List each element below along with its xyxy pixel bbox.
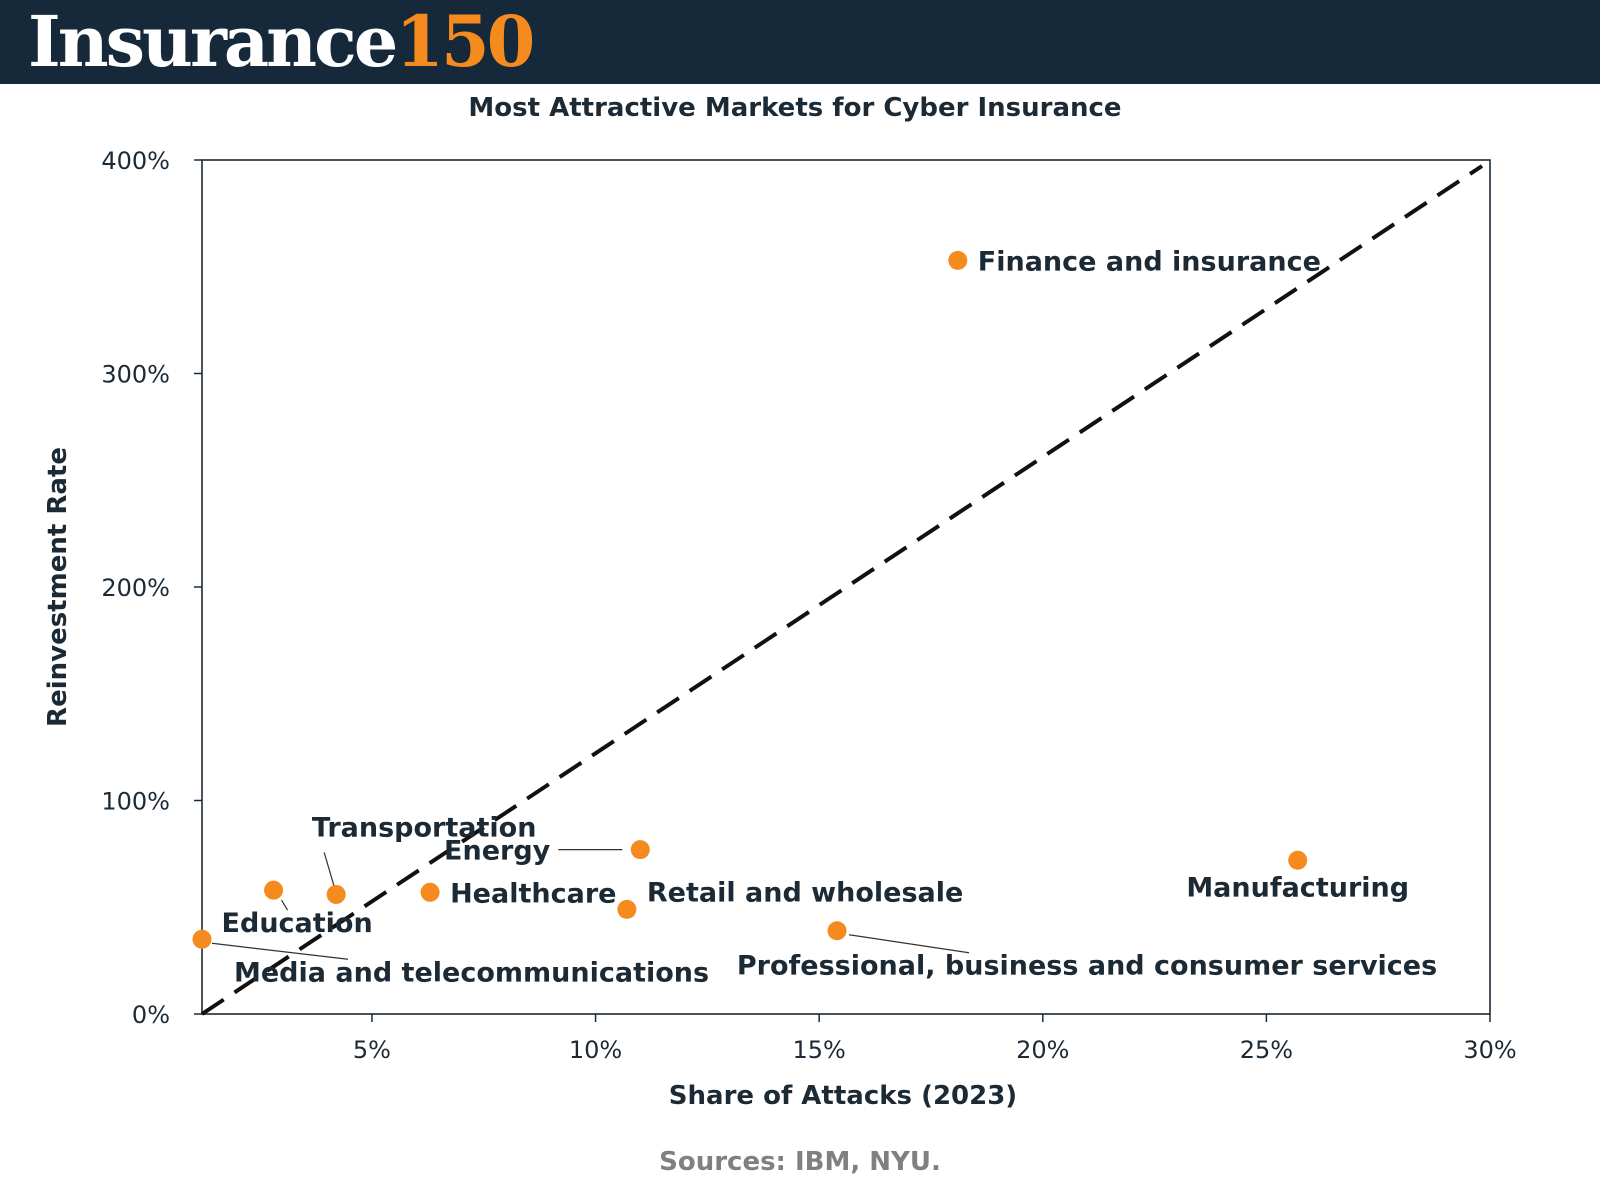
- point-finance-and-insurance[interactable]: [948, 250, 968, 270]
- insurance150-logo[interactable]: Insurance150: [28, 0, 535, 83]
- point-label-retail-and-wholesale: Retail and wholesale: [647, 877, 963, 908]
- x-tick-label: 5%: [353, 1036, 391, 1064]
- point-manufacturing[interactable]: [1288, 850, 1308, 870]
- x-axis-label: Share of Attacks (2023): [669, 1081, 1017, 1111]
- logo-word: Insurance: [28, 0, 398, 83]
- reference-line: [200, 164, 1484, 1016]
- point-media-and-telecommunications[interactable]: [192, 929, 212, 949]
- header-bar: Insurance150: [0, 0, 1600, 84]
- y-axis-label: Reinvestment Rate: [43, 447, 73, 727]
- point-label-healthcare: Healthcare: [450, 878, 616, 909]
- leader-line-transportation: [323, 852, 335, 887]
- y-tick-label: 100%: [101, 788, 170, 816]
- point-healthcare[interactable]: [420, 882, 440, 902]
- y-tick-label: 300%: [101, 361, 170, 389]
- point-label-energy: Energy: [444, 836, 551, 867]
- point-education[interactable]: [264, 880, 284, 900]
- y-tick-label: 0%: [132, 1001, 170, 1029]
- point-professional-business-and-consumer-services[interactable]: [827, 921, 847, 941]
- leader-line-education: [281, 899, 289, 911]
- point-label-transportation: Transportation: [312, 812, 537, 843]
- x-tick-label: 30%: [1463, 1036, 1516, 1064]
- leader-line-professional-business-and-consumer-services: [848, 934, 970, 954]
- logo-number: 150: [395, 0, 535, 83]
- point-label-education: Education: [222, 908, 373, 939]
- x-tick-label: 25%: [1240, 1036, 1293, 1064]
- point-label-manufacturing: Manufacturing: [1186, 872, 1409, 903]
- source-note: Sources: IBM, NYU.: [659, 1147, 941, 1177]
- leader-line-media-and-telecommunications: [211, 942, 349, 960]
- point-retail-and-wholesale[interactable]: [617, 899, 637, 919]
- y-tick-label: 400%: [101, 147, 170, 175]
- scatter-chart: Most Attractive Markets for Cyber Insura…: [43, 93, 1517, 1177]
- point-label-media-and-telecommunications: Media and telecommunications: [234, 957, 709, 988]
- point-label-professional-business-and-consumer-services: Professional, business and consumer serv…: [737, 951, 1437, 982]
- x-tick-label: 10%: [569, 1036, 622, 1064]
- point-label-finance-and-insurance: Finance and insurance: [978, 246, 1321, 277]
- chart-title: Most Attractive Markets for Cyber Insura…: [468, 93, 1121, 123]
- x-tick-label: 20%: [1016, 1036, 1069, 1064]
- point-transportation[interactable]: [326, 884, 346, 904]
- point-energy[interactable]: [630, 840, 650, 860]
- y-tick-label: 200%: [101, 574, 170, 602]
- x-tick-label: 15%: [792, 1036, 845, 1064]
